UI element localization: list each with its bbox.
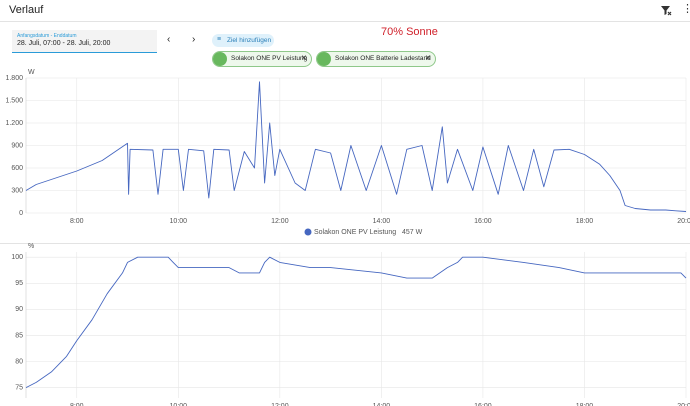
- x-tick-label: 12:00: [271, 403, 289, 406]
- x-tick-label: 16:00: [474, 218, 492, 225]
- y-tick-label: 85: [15, 332, 23, 339]
- date-value: 28. Juli, 07:00 - 28. Juli, 20:00: [17, 40, 111, 47]
- add-target-label: Ziel hinzufügen: [227, 37, 272, 44]
- chip[interactable]: Solakon ONE Batterie Ladestand ✕: [316, 51, 436, 67]
- annotation: 70% Sonne: [381, 26, 438, 38]
- chip[interactable]: Solakon ONE PV Leistung ✕: [212, 51, 312, 67]
- y-tick-label: 95: [15, 280, 23, 287]
- page-title: Verlauf: [9, 4, 44, 16]
- menu-icon[interactable]: ⋮: [682, 3, 690, 15]
- next-button[interactable]: ›: [192, 34, 196, 45]
- add-icon: ≡: [217, 36, 222, 43]
- x-tick-label: 14:00: [373, 218, 391, 225]
- x-tick-label: 16:00: [474, 403, 492, 406]
- x-tick-label: 10:00: [170, 403, 188, 406]
- chip-icon: [213, 52, 227, 66]
- y-tick-label: 600: [11, 165, 23, 172]
- x-tick-label: 8:00: [70, 218, 84, 225]
- y-tick-label: 1.500: [5, 97, 23, 104]
- x-tick-label: 10:00: [170, 218, 188, 225]
- y-tick-label: 80: [15, 358, 23, 365]
- x-tick-label: 20:00: [677, 403, 690, 406]
- legend-swatch: [304, 228, 312, 236]
- filter-icon[interactable]: [660, 4, 672, 16]
- data-line: [25, 256, 687, 389]
- y-tick-label: 1.200: [5, 120, 23, 127]
- chip-remove[interactable]: ✕: [425, 55, 431, 62]
- divider: [0, 243, 690, 244]
- date-picker[interactable]: Anfangsdatum - Enddatum 28. Juli, 07:00 …: [12, 30, 157, 53]
- y-tick-label: 75: [15, 384, 23, 391]
- chip-label: Solakon ONE Batterie Ladestand: [335, 55, 431, 62]
- add-target-button[interactable]: Ziel hinzufügen ≡: [212, 34, 274, 47]
- x-tick-label: 20:00: [677, 218, 690, 225]
- y-tick-label: 300: [11, 187, 23, 194]
- y-tick-label: 900: [11, 142, 23, 149]
- chip-remove[interactable]: ✕: [301, 55, 307, 62]
- x-tick-label: 18:00: [576, 403, 594, 406]
- x-tick-label: 14:00: [373, 403, 391, 406]
- y-tick-label: 100: [11, 254, 23, 261]
- y-axis-unit: W: [28, 69, 35, 76]
- chip-icon: [317, 52, 331, 66]
- prev-button[interactable]: ‹: [167, 34, 171, 45]
- legend-label: Solakon ONE PV Leistung: [314, 229, 396, 236]
- y-axis-unit: %: [28, 243, 34, 250]
- y-tick-label: 90: [15, 306, 23, 313]
- top-bar: [0, 0, 690, 22]
- date-label: Anfangsdatum - Enddatum: [17, 33, 77, 39]
- y-tick-label: 1.800: [5, 75, 23, 82]
- x-tick-label: 12:00: [271, 218, 289, 225]
- x-tick-label: 18:00: [576, 218, 594, 225]
- x-tick-label: 8:00: [70, 403, 84, 406]
- legend-value: 457 W: [402, 229, 423, 236]
- y-tick-label: 0: [19, 210, 23, 217]
- data-line: [25, 81, 687, 212]
- chip-label: Solakon ONE PV Leistung: [231, 55, 308, 62]
